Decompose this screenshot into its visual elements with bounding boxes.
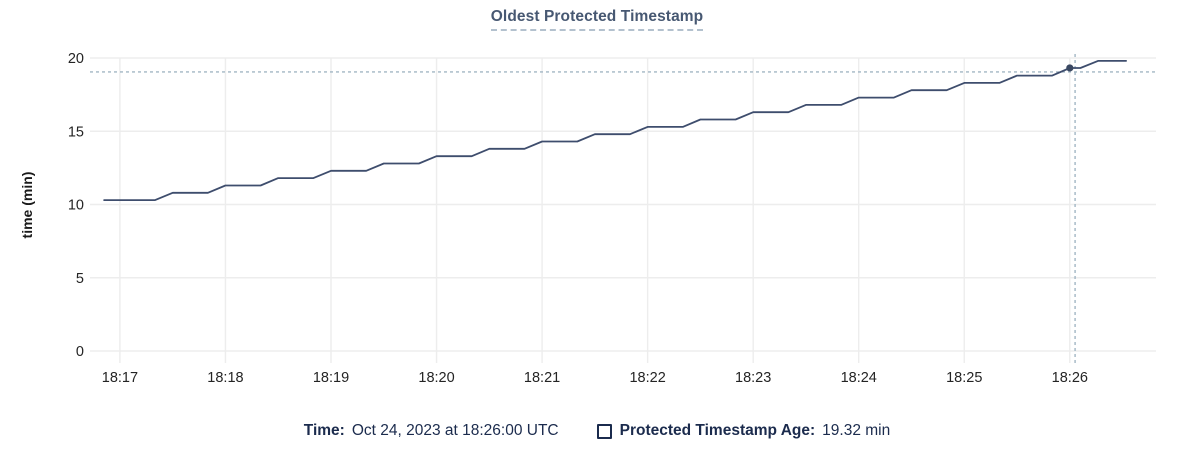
x-tick-label: 18:21 — [524, 370, 560, 386]
y-tick-label: 5 — [76, 271, 84, 287]
x-tick-label: 18:22 — [629, 370, 665, 386]
x-tick-label: 18:26 — [1052, 370, 1088, 386]
y-tick-label: 0 — [76, 344, 84, 360]
hover-legend: Time: Oct 24, 2023 at 18:26:00 UTC Prote… — [0, 422, 1194, 440]
y-tick-label: 20 — [68, 51, 84, 67]
x-tick-label: 18:24 — [841, 370, 877, 386]
x-tick-label: 18:23 — [735, 370, 771, 386]
x-tick-label: 18:20 — [418, 370, 454, 386]
time-label: Time: — [303, 422, 345, 439]
x-tick-label: 18:19 — [313, 370, 349, 386]
x-tick-label: 18:25 — [946, 370, 982, 386]
time-value: Oct 24, 2023 at 18:26:00 UTC — [351, 422, 559, 439]
hover-marker-dot — [1066, 64, 1074, 72]
x-tick-label: 18:18 — [207, 370, 243, 386]
chart-header: Oldest Protected Timestamp — [0, 8, 1194, 31]
series-line — [103, 60, 1127, 202]
series-label: Protected Timestamp Age: — [619, 422, 816, 439]
series-value: 19.32 min — [822, 422, 891, 439]
chart-title[interactable]: Oldest Protected Timestamp — [490, 8, 704, 31]
series-swatch-icon — [596, 423, 612, 439]
y-tick-label: 15 — [68, 124, 84, 140]
y-tick-label: 10 — [68, 198, 84, 214]
y-axis-label: time (min) — [19, 172, 35, 239]
x-tick-label: 18:17 — [102, 370, 138, 386]
